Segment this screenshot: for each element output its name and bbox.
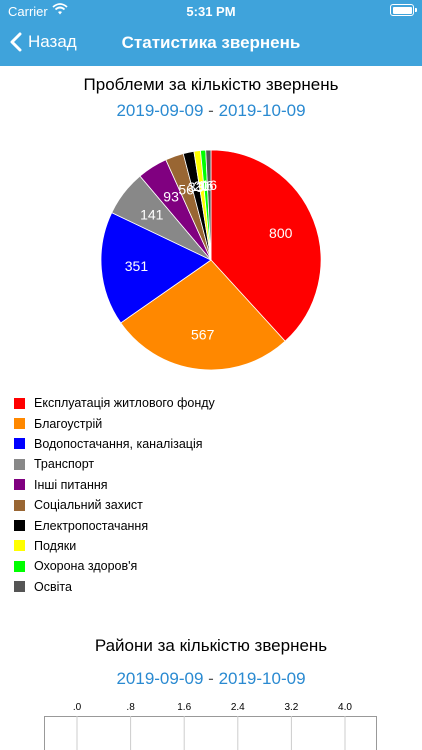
pie-date-range: 2019-09-09 - 2019-10-09	[0, 101, 422, 121]
back-label: Назад	[28, 32, 77, 51]
legend-label: Благоустрій	[34, 416, 103, 431]
pie-value-label: 16	[198, 177, 214, 193]
pie-chart-title: Проблеми за кількістю звернень	[83, 75, 339, 94]
back-button[interactable]: Назад	[10, 32, 77, 52]
legend-swatch	[14, 520, 25, 532]
wifi-icon	[52, 2, 68, 19]
nav-bar: Назад Статистика звернень	[0, 22, 422, 66]
pie-legend: Експлуатація житлового фонду Благоустрій В…	[14, 393, 414, 597]
bar-date-range: 2019-09-09 - 2019-10-09	[0, 669, 422, 689]
pie-value-label: 800	[269, 225, 293, 241]
pie-slice[interactable]	[120, 259, 286, 371]
pie-value-label: 567	[191, 326, 215, 342]
legend-label: Освіта	[34, 579, 72, 594]
chevron-left-icon	[10, 32, 22, 52]
header: Carrier 5:31 PM Назад Статистика звернен…	[0, 0, 422, 66]
bar-chart-title: Райони за кількістю звернень	[94, 636, 328, 655]
legend-label: Транспорт	[34, 457, 95, 472]
legend-swatch	[14, 397, 25, 409]
carrier-label: Carrier	[8, 4, 48, 19]
tick-label: .8	[126, 702, 135, 713]
pie-slice[interactable]	[210, 149, 322, 342]
legend-item: Благоустрій	[14, 413, 414, 433]
legend-item: Подяки	[14, 536, 414, 556]
legend-swatch	[14, 560, 25, 572]
page-title: Статистика звернень	[121, 33, 301, 52]
date-from[interactable]: 2019-09-09	[116, 669, 204, 688]
legend-item: Інші питання	[14, 475, 414, 495]
pie-value-label: 351	[125, 258, 149, 274]
legend-item: Електропостачання	[14, 515, 414, 535]
legend-label: Експлуатація житлового фонду	[34, 396, 215, 411]
legend-swatch	[14, 418, 25, 430]
date-to[interactable]: 2019-10-09	[218, 101, 306, 120]
legend-swatch	[14, 540, 25, 552]
legend-swatch	[14, 438, 25, 450]
pie-slice[interactable]	[100, 212, 212, 324]
legend-label: Електропостачання	[34, 518, 149, 533]
legend-item: Охорона здоров'я	[14, 556, 414, 576]
legend-label: Інші питання	[34, 477, 108, 492]
pie-value-label: 33	[188, 179, 204, 195]
legend-item: Соціальний захист	[14, 495, 414, 515]
pie-value-label: 20	[194, 178, 210, 194]
pie-value-label: 93	[163, 189, 179, 205]
legend-label: Подяки	[34, 538, 77, 553]
status-bar: Carrier 5:31 PM	[0, 0, 422, 22]
battery-icon	[390, 4, 417, 16]
date-from[interactable]: 2019-09-09	[116, 101, 204, 120]
status-time: 5:31 PM	[186, 4, 236, 19]
legend-item: Освіта	[14, 577, 414, 597]
legend-swatch	[14, 479, 25, 491]
tick-label: 4.0	[338, 702, 352, 713]
pie-value-label: 56	[178, 181, 194, 197]
pie-slice[interactable]	[205, 149, 212, 261]
pie-value-label: 16	[201, 177, 217, 193]
tick-label: 1.6	[177, 702, 191, 713]
legend-swatch	[14, 499, 25, 511]
date-separator: -	[208, 669, 214, 688]
legend-item: Водопостачання, каналізація	[14, 434, 414, 454]
tick-label: 3.2	[284, 702, 298, 713]
date-to[interactable]: 2019-10-09	[218, 669, 306, 688]
legend-label: Водопостачання, каналізація	[34, 436, 203, 451]
date-separator: -	[208, 101, 214, 120]
pie-value-label: 141	[140, 206, 164, 222]
legend-item: Експлуатація житлового фонду	[14, 393, 414, 413]
bar-chart: .0 .8 1.6 2.4 3.2 4.0	[44, 702, 377, 750]
legend-label: Соціальний захист	[34, 498, 143, 513]
tick-label: .0	[73, 702, 82, 713]
legend-swatch	[14, 458, 25, 470]
legend-swatch	[14, 581, 25, 593]
tick-label: 2.4	[231, 702, 245, 713]
legend-item: Транспорт	[14, 454, 414, 474]
legend-label: Охорона здоров'я	[34, 559, 138, 574]
